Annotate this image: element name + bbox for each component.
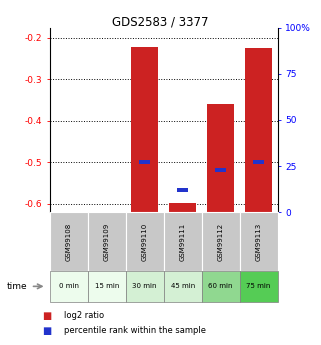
Text: 75 min: 75 min — [247, 283, 271, 289]
Bar — [240, 271, 278, 302]
Bar — [126, 271, 164, 302]
Text: GSM99110: GSM99110 — [142, 223, 148, 260]
Text: 15 min: 15 min — [95, 283, 119, 289]
Text: GSM99108: GSM99108 — [66, 223, 72, 260]
Text: 30 min: 30 min — [133, 283, 157, 289]
Text: ■: ■ — [42, 311, 51, 321]
Text: 45 min: 45 min — [170, 283, 195, 289]
Bar — [240, 212, 278, 271]
Bar — [215, 168, 226, 172]
Bar — [245, 48, 272, 212]
Text: ■: ■ — [42, 326, 51, 335]
Text: 0 min: 0 min — [59, 283, 79, 289]
Bar — [253, 160, 264, 164]
Text: GSM99111: GSM99111 — [180, 223, 186, 260]
Bar — [139, 160, 150, 164]
Bar — [207, 104, 234, 212]
Bar — [131, 47, 158, 212]
Text: percentile rank within the sample: percentile rank within the sample — [64, 326, 206, 335]
Text: GSM99113: GSM99113 — [256, 223, 262, 260]
Bar — [169, 203, 196, 212]
Bar — [164, 271, 202, 302]
Text: GSM99109: GSM99109 — [104, 223, 110, 260]
Text: log2 ratio: log2 ratio — [64, 311, 104, 320]
Bar — [178, 188, 188, 192]
Bar — [50, 271, 88, 302]
Bar — [202, 271, 240, 302]
Text: GSM99112: GSM99112 — [218, 223, 224, 260]
Bar — [126, 212, 164, 271]
Text: GDS2583 / 3377: GDS2583 / 3377 — [112, 16, 209, 29]
Text: time: time — [6, 282, 27, 291]
Bar — [88, 212, 126, 271]
Bar — [50, 212, 88, 271]
Bar — [202, 212, 240, 271]
Bar — [164, 212, 202, 271]
Bar — [88, 271, 126, 302]
Text: 60 min: 60 min — [208, 283, 233, 289]
